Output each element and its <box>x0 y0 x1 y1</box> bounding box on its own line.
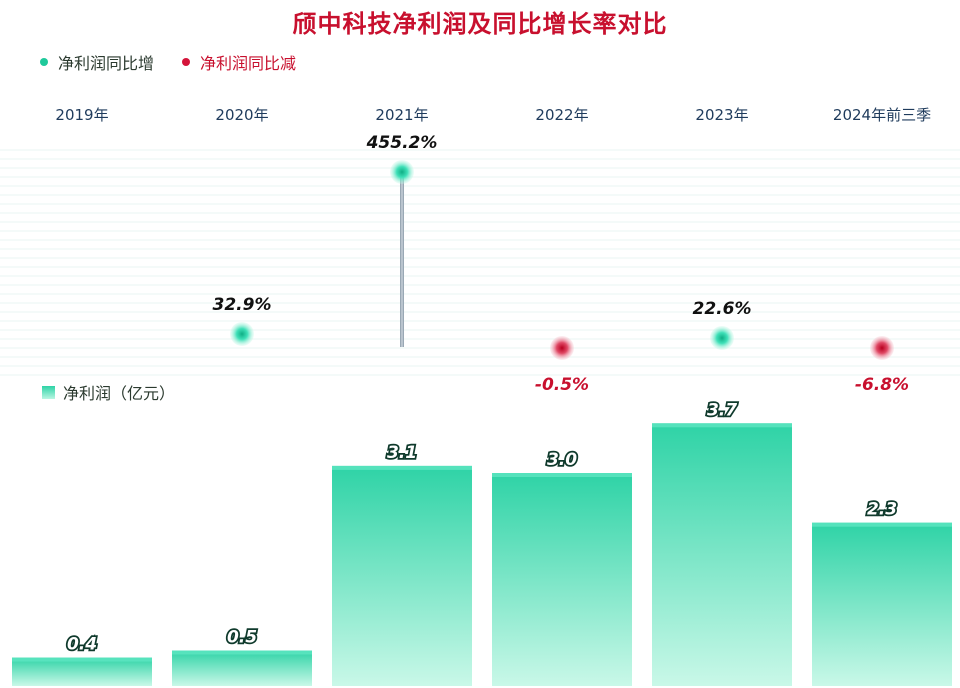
growth-value-label: 32.9% <box>213 295 272 315</box>
growth-stem <box>400 172 404 347</box>
profit-value-label: 3.7 <box>707 400 737 420</box>
year-label: 2023年 <box>695 106 749 124</box>
legend-decrease-label: 净利润同比减 <box>200 54 297 73</box>
growth-value-label: -6.8% <box>855 375 909 395</box>
profit-bar-top <box>652 423 792 428</box>
legend-net-profit: 净利润（亿元） <box>42 380 175 404</box>
legend-bar-label: 净利润（亿元） <box>63 384 176 403</box>
bar-swatch-icon <box>42 385 55 399</box>
growth-value-label: 22.6% <box>693 299 752 319</box>
legend-increase: 净利润同比增 <box>40 50 154 74</box>
growth-value-label: 455.2% <box>366 133 438 153</box>
growth-increase-marker <box>230 322 254 346</box>
increase-dot-icon <box>40 58 48 66</box>
profit-bar-top <box>12 657 152 662</box>
year-label: 2022年 <box>535 106 589 124</box>
profit-bar <box>652 423 792 686</box>
profit-bar <box>812 522 952 686</box>
profit-bar-top <box>492 473 632 477</box>
profit-bar <box>492 473 632 686</box>
growth-decrease-marker <box>550 336 574 360</box>
profit-bar <box>12 657 152 686</box>
profit-value-label: 0.5 <box>227 628 257 648</box>
profit-value-label: 3.0 <box>547 450 577 470</box>
growth-increase-marker <box>710 326 734 350</box>
profit-bar <box>332 465 472 686</box>
profit-bar-top <box>812 522 952 527</box>
profit-bar <box>172 650 312 686</box>
profit-value-label: 2.3 <box>867 500 897 520</box>
profit-bar-top <box>332 465 472 470</box>
growth-decrease-marker <box>870 336 894 360</box>
decrease-dot-icon <box>182 58 190 66</box>
growth-increase-marker <box>390 160 414 184</box>
profit-value-label: 0.4 <box>67 635 97 655</box>
profit-bar-top <box>172 650 312 655</box>
year-label: 2021年 <box>375 106 429 124</box>
profit-value-label: 3.1 <box>387 443 417 463</box>
year-label: 2020年 <box>215 106 269 124</box>
chart-title: 颀中科技净利润及同比增长率对比 <box>292 10 668 38</box>
legend-decrease: 净利润同比减 <box>182 50 296 74</box>
growth-value-label: -0.5% <box>535 375 589 395</box>
legend-increase-label: 净利润同比增 <box>58 54 155 73</box>
year-label: 2019年 <box>55 106 109 124</box>
year-label: 2024年前三季 <box>832 106 932 124</box>
